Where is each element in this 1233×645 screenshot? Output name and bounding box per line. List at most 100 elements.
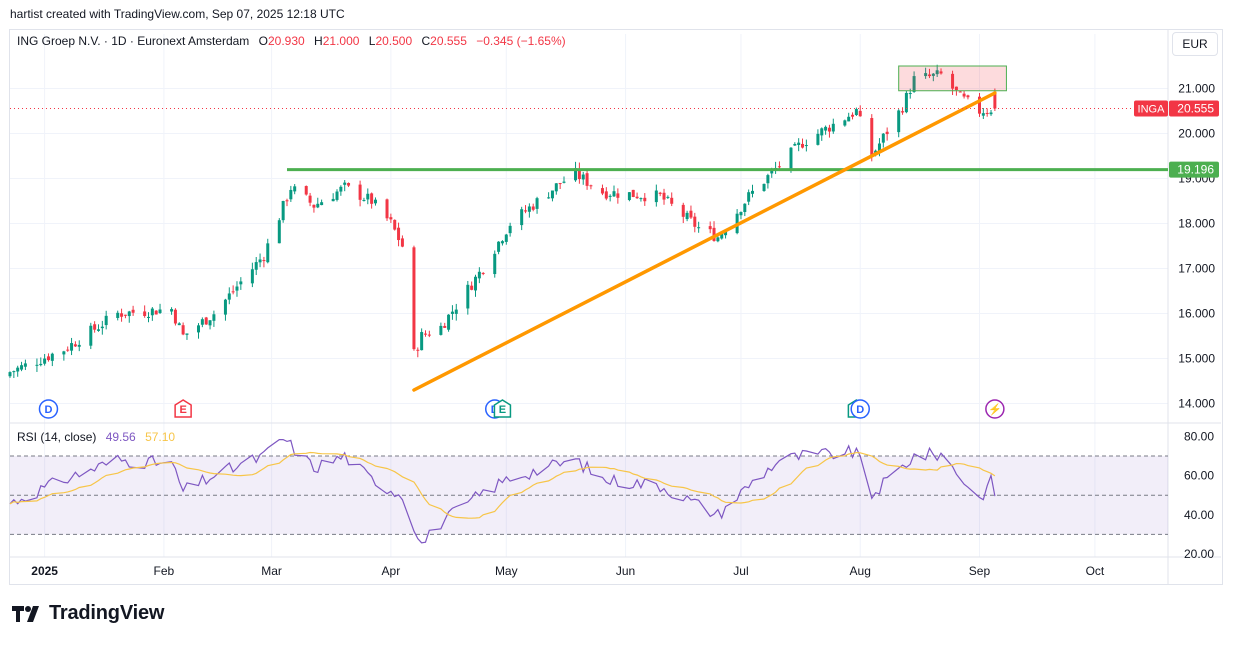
candle-body (450, 311, 454, 314)
candle-body (131, 309, 135, 313)
candle-body (643, 197, 647, 202)
candle-body (951, 73, 955, 89)
tradingview-logo[interactable]: TradingView (11, 602, 164, 625)
event-markers: DEDEED⚡ (38, 399, 1005, 419)
candle-body (985, 112, 989, 114)
candle-body (493, 253, 497, 275)
candle-body (654, 190, 658, 203)
candle-body (527, 206, 531, 212)
candle-body (927, 74, 931, 77)
date-tick-label: Feb (154, 564, 175, 578)
candle-body (670, 197, 674, 204)
tradingview-logo-icon (12, 605, 39, 622)
candle-body (470, 285, 474, 290)
rsi-value: 49.56 (105, 430, 136, 444)
event-badge (174, 399, 192, 418)
candle-body (751, 190, 755, 194)
drawings (10, 65, 1168, 392)
candle-body (204, 317, 208, 325)
candle-body (858, 110, 862, 117)
close-label: C (421, 34, 431, 48)
candle-body (500, 241, 504, 244)
candle-body (373, 199, 377, 204)
candle-body (443, 325, 447, 328)
candle-body (477, 271, 481, 279)
date-tick-label: May (495, 564, 518, 578)
low-label: L (368, 34, 376, 48)
candle-body (370, 193, 374, 204)
candle-body (304, 186, 308, 195)
candle-body (954, 86, 958, 91)
candle-body (316, 203, 320, 208)
candle-body (454, 309, 458, 314)
candle-body (870, 118, 874, 158)
candle-body (681, 204, 685, 217)
candle-body (262, 260, 266, 262)
candle-body (66, 349, 70, 351)
candle-body (366, 193, 370, 200)
brand-name: TradingView (49, 602, 165, 624)
candle-body (227, 293, 231, 300)
candle-body (939, 71, 943, 74)
event-marker-green: E (493, 399, 512, 418)
candle-body (574, 168, 578, 181)
event-letter: D (856, 404, 864, 416)
candle-body (724, 231, 728, 236)
candle-body (35, 364, 39, 366)
candle-body (358, 184, 362, 200)
candle-body (93, 324, 97, 330)
candle-body (427, 334, 431, 336)
candle-body (770, 170, 774, 174)
candle-body (331, 198, 335, 202)
symbol-legend: ING Groep N.V. · 1D · Euronext Amsterdam… (17, 34, 566, 48)
candle-body (235, 286, 239, 291)
candle-body (627, 192, 631, 201)
candle-body (185, 333, 189, 335)
candle-body (977, 96, 981, 114)
candle-body (720, 233, 724, 239)
candle-body (793, 143, 797, 146)
candle-body (420, 332, 424, 351)
highlight-rectangle (898, 65, 1007, 92)
candle-body (308, 195, 312, 203)
candle-body (562, 181, 566, 183)
grid (10, 30, 1221, 584)
rsi-panel (9, 439, 1168, 544)
candle-body (223, 299, 227, 315)
candle-body (258, 259, 262, 263)
candle-body (466, 284, 470, 309)
candle-body (931, 73, 935, 76)
event-badge (38, 399, 59, 419)
open-value: 20.930 (268, 34, 305, 48)
candle-body (335, 191, 339, 200)
candle-body (658, 192, 662, 194)
event-marker-blue: D (38, 399, 59, 419)
candle-body (412, 247, 416, 350)
axes: 14.00015.00016.00017.00018.00019.00020.0… (31, 82, 1219, 578)
candle-body (708, 226, 712, 230)
candle-body (104, 315, 108, 326)
currency-button[interactable]: EUR (1172, 32, 1218, 56)
event-letter: E (179, 404, 186, 416)
candle-body (924, 73, 928, 77)
candle-body (843, 120, 847, 126)
candle-body (73, 344, 77, 347)
candle-body (881, 133, 885, 143)
candle-body (935, 70, 939, 75)
candle-body (981, 113, 985, 116)
candle-body (50, 353, 54, 361)
event-badge (985, 399, 1005, 419)
candle-body (320, 202, 324, 206)
trend-line (412, 91, 997, 392)
candle-body (343, 182, 347, 185)
price-tick-label: 20.000 (1178, 127, 1215, 141)
candle-body (293, 186, 297, 192)
candle-body (497, 241, 501, 252)
date-tick-label: Aug (850, 564, 871, 578)
candle-body (173, 309, 177, 324)
candle-body (604, 191, 608, 199)
rsi-title: RSI (14, close) (17, 430, 97, 444)
event-marker-blue: D (850, 399, 870, 419)
candle-body (397, 227, 401, 241)
